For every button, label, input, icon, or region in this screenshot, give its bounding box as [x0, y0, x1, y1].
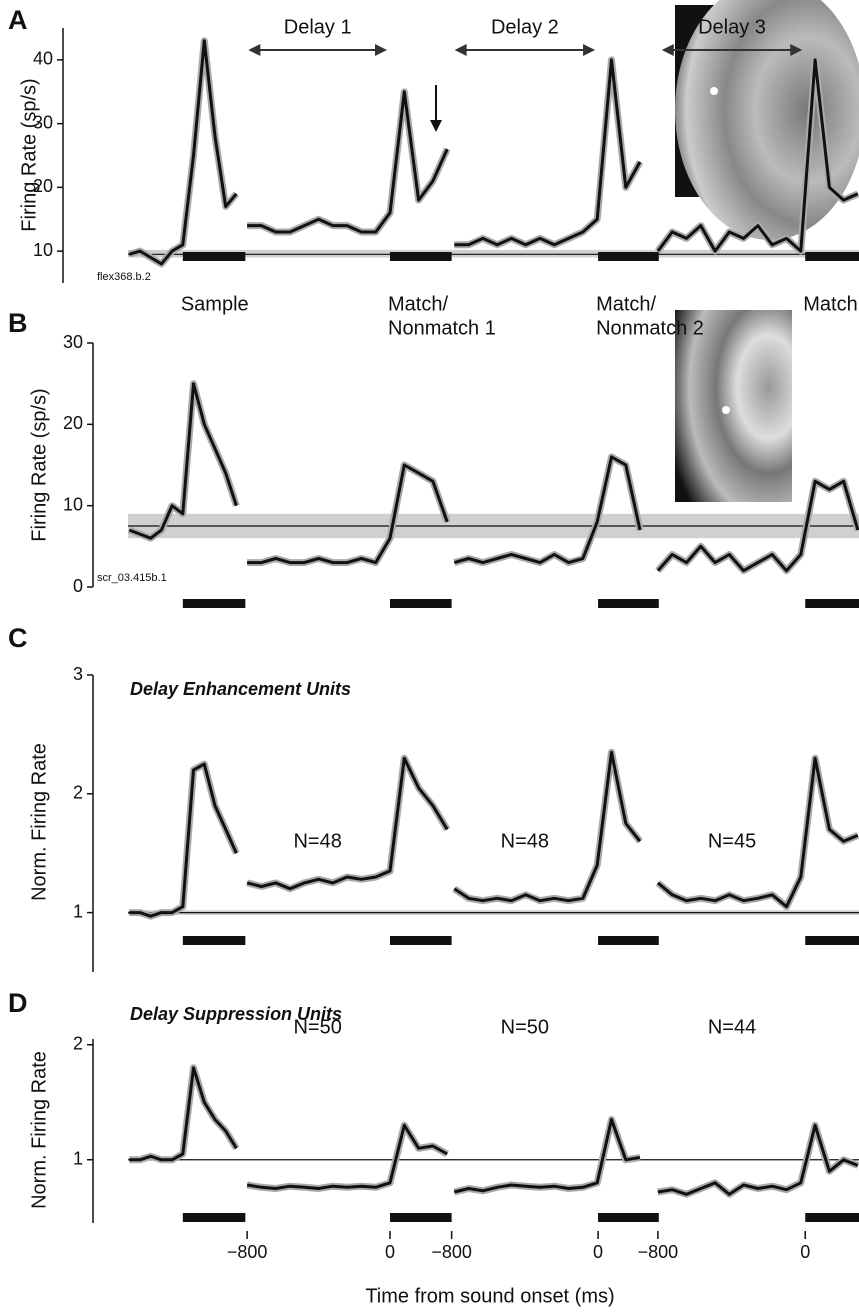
- y-tick-label: 30: [63, 332, 83, 352]
- y-tick-label: 1: [73, 901, 83, 921]
- delay-arrow-head: [248, 44, 261, 56]
- x-tick-label: 0: [800, 1242, 810, 1262]
- panel-letter: C: [8, 623, 28, 653]
- unit-id: scr_03.415b.1: [97, 572, 167, 584]
- stimulus-bar: [182, 1213, 246, 1222]
- delay-arrow-head: [375, 44, 388, 56]
- x-tick-label: −800: [638, 1242, 679, 1262]
- stimulus-bar: [182, 936, 246, 945]
- stimulus-bar: [805, 936, 859, 945]
- y-tick-label: 20: [33, 176, 53, 196]
- stimulus-bar: [598, 1213, 659, 1222]
- n-label: N=45: [708, 830, 756, 852]
- y-tick-label: 10: [63, 494, 83, 514]
- y-tick-label: 20: [63, 413, 83, 433]
- y-axis-label: Firing Rate (sp/s): [18, 78, 40, 231]
- x-axis-label: Time from sound onset (ms): [365, 1285, 614, 1307]
- y-axis-label: Norm. Firing Rate: [28, 1051, 50, 1209]
- firing-rate-line: [129, 1066, 859, 1196]
- y-tick-label: 40: [33, 49, 53, 69]
- y-tick-label: 3: [73, 664, 83, 684]
- brain-image-b: [675, 310, 792, 502]
- stimulus-label: Sample: [181, 293, 249, 315]
- panel-letter: A: [8, 5, 28, 35]
- delay-arrow-head: [790, 44, 803, 56]
- stimulus-label: Nonmatch 2: [596, 317, 704, 339]
- x-tick-label: 0: [385, 1242, 395, 1262]
- panel-subtitle: Delay Enhancement Units: [130, 679, 351, 699]
- stimulus-bar: [182, 599, 246, 608]
- stimulus-bar: [598, 599, 659, 608]
- y-tick-label: 10: [33, 240, 53, 260]
- y-tick-label: 0: [73, 576, 83, 596]
- firing-rate-line: [128, 382, 859, 573]
- firing-rate-line: [128, 39, 859, 266]
- delay-label: Delay 3: [698, 16, 766, 38]
- stimulus-label: Match/: [388, 293, 448, 315]
- n-label: N=48: [293, 830, 341, 852]
- delay-arrow-head: [583, 44, 596, 56]
- y-tick-label: 30: [33, 112, 53, 132]
- stimulus-label: Nonmatch 1: [388, 317, 496, 339]
- x-tick-label: −800: [431, 1242, 472, 1262]
- panel-letter: D: [8, 988, 28, 1018]
- stimulus-label: Match/: [596, 293, 656, 315]
- firing-rate-line: [129, 750, 859, 918]
- y-axis-label: Norm. Firing Rate: [28, 743, 50, 901]
- y-tick-label: 1: [73, 1149, 83, 1169]
- delay-arrow-head: [454, 44, 467, 56]
- stimulus-bar: [805, 599, 859, 608]
- down-arrow: [430, 85, 442, 132]
- n-label: N=50: [501, 1016, 549, 1038]
- stimulus-bar: [598, 936, 659, 945]
- n-label: N=50: [293, 1016, 341, 1038]
- delay-arrow-head: [661, 44, 674, 56]
- stimulus-bar: [390, 599, 452, 608]
- baseline-band: [128, 249, 859, 258]
- stimulus-bar: [390, 252, 452, 261]
- error-shade: [129, 1064, 859, 1198]
- stimulus-bar: [598, 252, 659, 261]
- stimulus-bar: [182, 252, 246, 261]
- y-axis-label: Firing Rate (sp/s): [28, 388, 50, 541]
- stimulus-bar: [390, 936, 452, 945]
- panel-subtitle: Delay Suppression Units: [130, 1004, 342, 1024]
- n-label: N=44: [708, 1016, 756, 1038]
- x-tick-label: 0: [593, 1242, 603, 1262]
- stimulus-label: Match: [803, 293, 857, 315]
- y-tick-label: 2: [73, 783, 83, 803]
- stimulus-bar: [805, 1213, 859, 1222]
- unit-id: flex368.b.2: [97, 271, 151, 283]
- n-label: N=48: [501, 830, 549, 852]
- panel-letter: B: [8, 308, 28, 338]
- stimulus-bar: [805, 252, 859, 261]
- y-tick-label: 2: [73, 1034, 83, 1054]
- stimulus-bar: [390, 1213, 452, 1222]
- delay-label: Delay 1: [284, 16, 352, 38]
- delay-label: Delay 2: [491, 16, 559, 38]
- x-tick-label: −800: [227, 1242, 268, 1262]
